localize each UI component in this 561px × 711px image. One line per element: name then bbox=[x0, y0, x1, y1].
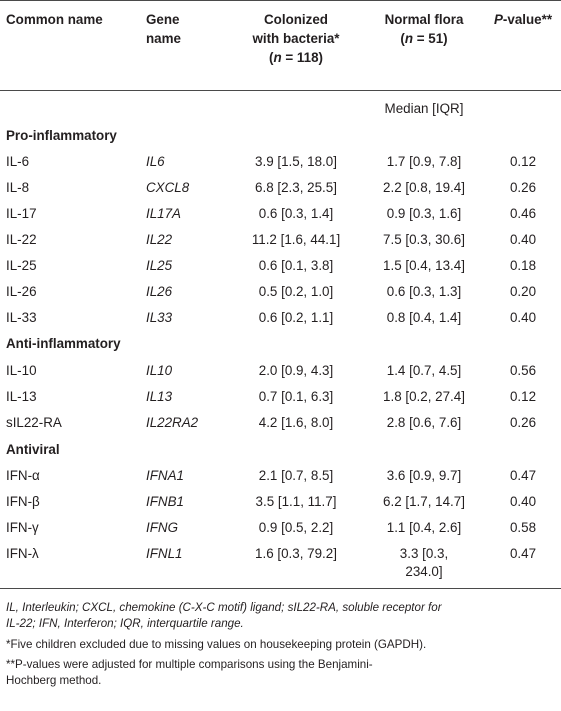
colonized-cell: 3.9 [1.5, 18.0] bbox=[255, 154, 337, 169]
colonized-cell: 4.2 [1.6, 8.0] bbox=[258, 415, 334, 430]
gene-name-cell: IL17A bbox=[146, 206, 181, 221]
normal-flora-cell: 2.2 [0.8, 19.4] bbox=[383, 180, 465, 195]
header-gene-name-line1: Gene bbox=[146, 12, 180, 27]
pvalue-cell: 0.12 bbox=[509, 389, 537, 404]
common-name-cell: IFN-α bbox=[6, 468, 40, 483]
pvalue-cell: 0.18 bbox=[509, 258, 537, 273]
colonized-cell: 0.9 [0.5, 2.2] bbox=[258, 520, 334, 535]
common-name-cell: IL-22 bbox=[6, 232, 37, 247]
gene-name-cell: IL25 bbox=[146, 258, 173, 273]
colonized-cell: 0.6 [0.2, 1.1] bbox=[258, 310, 334, 325]
normal-flora-cell: 1.1 [0.4, 2.6] bbox=[386, 520, 462, 535]
pvalue-cell: 0.26 bbox=[509, 415, 537, 430]
colonized-cell: 0.6 [0.3, 1.4] bbox=[258, 206, 334, 221]
common-name-cell: IL-26 bbox=[6, 284, 37, 299]
normal-flora-cell: 0.8 [0.4, 1.4] bbox=[386, 310, 462, 325]
normal-flora-cell: 6.2 [1.7, 14.7] bbox=[383, 494, 465, 509]
normal-flora-cell: 1.4 [0.7, 4.5] bbox=[386, 363, 462, 378]
pvalue-cell: 0.40 bbox=[509, 310, 537, 325]
normal-flora-cell-line2: 234.0] bbox=[405, 564, 443, 579]
header-common-name: Common name bbox=[6, 12, 103, 27]
gene-name-cell: IL26 bbox=[146, 284, 173, 299]
footnote-exclusions: *Five children excluded due to missing v… bbox=[6, 638, 427, 651]
normal-flora-cell: 1.8 [0.2, 27.4] bbox=[383, 389, 465, 404]
pvalue-cell: 0.47 bbox=[509, 468, 537, 483]
pvalue-cell: 0.12 bbox=[509, 154, 537, 169]
common-name-cell: IFN-β bbox=[6, 494, 40, 509]
pvalue-cell: 0.26 bbox=[509, 180, 537, 195]
footnote-pvalue-adjust-line1: **P-values were adjusted for multiple co… bbox=[6, 658, 373, 671]
header-rule bbox=[0, 90, 561, 91]
colonized-cell: 2.1 [0.7, 8.5] bbox=[258, 468, 334, 483]
top-rule bbox=[0, 0, 561, 1]
pvalue-cell: 0.58 bbox=[509, 520, 537, 535]
pvalue-cell: 0.56 bbox=[509, 363, 537, 378]
section-title-anti-inflammatory: Anti-inflammatory bbox=[6, 336, 121, 351]
normal-flora-cell: 0.6 [0.3, 1.3] bbox=[386, 284, 462, 299]
gene-name-cell: IFNA1 bbox=[146, 468, 184, 483]
header-colonized-n: (n = 118) bbox=[269, 50, 323, 65]
colonized-cell: 0.5 [0.2, 1.0] bbox=[258, 284, 334, 299]
bottom-rule bbox=[0, 588, 561, 589]
pvalue-cell: 0.46 bbox=[509, 206, 537, 221]
gene-name-cell: CXCL8 bbox=[146, 180, 190, 195]
common-name-cell: IL-10 bbox=[6, 363, 37, 378]
header-gene-name-line2: name bbox=[146, 31, 181, 46]
header-pvalue: P-value** bbox=[493, 12, 553, 27]
colonized-cell: 6.8 [2.3, 25.5] bbox=[255, 180, 337, 195]
colonized-cell: 0.6 [0.1, 3.8] bbox=[258, 258, 334, 273]
header-normal-n: (n = 51) bbox=[400, 31, 448, 46]
normal-flora-cell: 2.8 [0.6, 7.6] bbox=[386, 415, 462, 430]
section-title-antiviral: Antiviral bbox=[6, 442, 60, 457]
colonized-cell: 1.6 [0.3, 79.2] bbox=[255, 546, 337, 561]
common-name-cell: IL-17 bbox=[6, 206, 37, 221]
pvalue-cell: 0.40 bbox=[509, 494, 537, 509]
common-name-cell: IL-33 bbox=[6, 310, 37, 325]
common-name-cell: IFN-γ bbox=[6, 520, 39, 535]
gene-name-cell: IL13 bbox=[146, 389, 173, 404]
normal-flora-cell: 3.6 [0.9, 9.7] bbox=[386, 468, 462, 483]
normal-flora-cell: 3.3 [0.3, bbox=[399, 546, 449, 561]
normal-flora-cell: 1.7 [0.9, 7.8] bbox=[386, 154, 462, 169]
common-name-cell: IL-6 bbox=[6, 154, 30, 169]
gene-name-cell: IL22RA2 bbox=[146, 415, 199, 430]
common-name-cell: IL-13 bbox=[6, 389, 37, 404]
gene-name-cell: IL10 bbox=[146, 363, 173, 378]
footnote-pvalue-adjust-line2: Hochberg method. bbox=[6, 674, 102, 687]
pvalue-cell: 0.20 bbox=[509, 284, 537, 299]
gene-name-cell: IL33 bbox=[146, 310, 173, 325]
normal-flora-cell: 1.5 [0.4, 13.4] bbox=[383, 258, 465, 273]
gene-name-cell: IL22 bbox=[146, 232, 173, 247]
footnote-abbreviations-line1: IL, Interleukin; CXCL, chemokine (C-X-C … bbox=[6, 601, 442, 614]
common-name-cell: IL-25 bbox=[6, 258, 37, 273]
section-title-pro-inflammatory: Pro-inflammatory bbox=[6, 128, 117, 143]
pvalue-cell: 0.40 bbox=[509, 232, 537, 247]
gene-name-cell: IL6 bbox=[146, 154, 165, 169]
gene-name-cell: IFNB1 bbox=[146, 494, 184, 509]
normal-flora-cell: 0.9 [0.3, 1.6] bbox=[386, 206, 462, 221]
common-name-cell: IFN-λ bbox=[6, 546, 39, 561]
gene-name-cell: IFNG bbox=[146, 520, 178, 535]
gene-name-cell: IFNL1 bbox=[146, 546, 183, 561]
colonized-cell: 2.0 [0.9, 4.3] bbox=[258, 363, 334, 378]
common-name-cell: sIL22-RA bbox=[6, 415, 62, 430]
pvalue-cell: 0.47 bbox=[509, 546, 537, 561]
footnote-abbreviations-line2: IL-22; IFN, Interferon; IQR, interquarti… bbox=[6, 617, 244, 630]
header-normal-flora: Normal flora bbox=[384, 12, 464, 27]
header-colonized-line1: Colonized bbox=[264, 12, 328, 27]
header-colonized-line2: with bacteria* bbox=[252, 31, 340, 46]
median-iqr-label: Median [IQR] bbox=[384, 101, 464, 116]
colonized-cell: 3.5 [1.1, 11.7] bbox=[255, 494, 337, 509]
common-name-cell: IL-8 bbox=[6, 180, 30, 195]
normal-flora-cell: 7.5 [0.3, 30.6] bbox=[383, 232, 465, 247]
colonized-cell: 11.2 [1.6, 44.1] bbox=[251, 232, 341, 247]
colonized-cell: 0.7 [0.1, 6.3] bbox=[258, 389, 334, 404]
